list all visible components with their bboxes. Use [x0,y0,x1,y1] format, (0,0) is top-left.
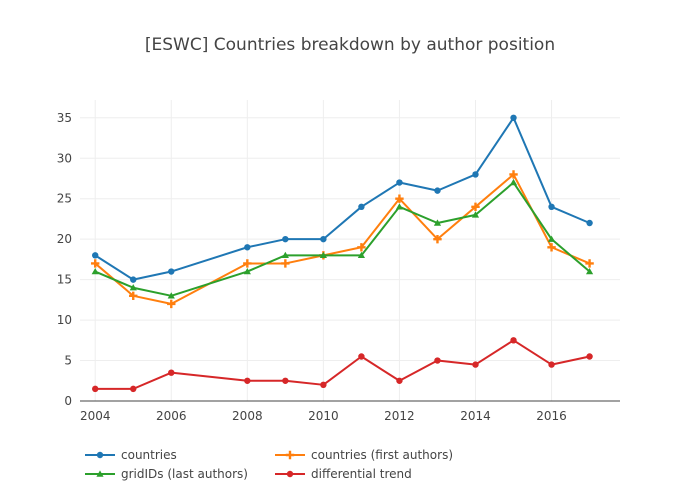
data-point [395,194,404,203]
data-point [129,284,137,291]
x-tick-label: 2010 [308,409,339,423]
data-point [282,235,289,243]
x-tick-label: 2006 [156,409,187,423]
y-tick-label: 15 [57,273,72,287]
series-line [95,339,590,390]
data-point [433,234,442,244]
legend-marker [96,451,104,459]
legend-label: countries (first authors) [311,448,453,462]
y-tick-label: 10 [57,313,72,327]
data-point [320,381,327,389]
data-point [509,178,518,186]
data-point [357,251,366,259]
series-gridids-last-authors- [91,178,594,299]
legend-marker [96,470,104,477]
data-point [434,187,441,194]
x-tick-label: 2004 [80,409,111,423]
legend-label: gridIDs (last authors) [121,467,248,481]
legend-item[interactable]: differential trend [275,467,412,481]
y-tick-label: 5 [64,354,72,368]
data-point [471,202,480,212]
y-tick-label: 20 [57,232,72,246]
y-tick-label: 25 [57,192,72,206]
data-point [547,243,556,252]
legend-item[interactable]: countries (first authors) [275,448,453,462]
data-point [92,252,99,259]
data-point [243,259,252,268]
series-differential-trend [92,337,593,393]
data-point [357,243,366,252]
data-point [320,235,327,243]
data-point [396,377,403,384]
data-point [472,361,479,368]
data-point [510,337,517,344]
chart-title: [ESWC] Countries breakdown by author pos… [145,35,555,55]
legend-item[interactable]: gridIDs (last authors) [85,467,248,481]
data-point [585,267,594,275]
data-point [91,267,99,275]
data-point [471,211,480,218]
x-tick-label: 2016 [536,409,567,423]
data-point [281,251,289,259]
legend-marker [285,450,295,460]
data-point [130,385,137,393]
data-point [244,244,251,251]
data-point [168,268,175,275]
data-point [586,353,593,360]
data-point [244,377,251,384]
data-point [548,361,555,368]
data-point [130,276,137,283]
data-point [282,377,289,384]
data-point [168,369,175,376]
data-point [358,353,365,360]
data-point [167,292,175,299]
axes: 0 5 10 15 20 25 30 35 2004 2006 2008 2010 2012 2014 20… [57,111,620,423]
y-tick-label: 0 [64,394,72,408]
legend-item[interactable]: countries [85,448,177,462]
data-point [243,267,251,275]
data-point [281,259,290,268]
data-point [586,219,593,227]
data-point [167,299,176,309]
data-point [585,259,594,268]
data-point [91,259,100,268]
x-tick-label: 2008 [232,409,263,423]
data-point [509,170,518,179]
data-point [358,203,365,211]
series [91,114,594,393]
data-point [434,357,441,364]
legend-label: differential trend [311,467,412,481]
series-countries [92,114,593,283]
series-countries-first-authors- [91,170,594,309]
data-point [547,235,556,242]
legend-label: countries [121,448,177,462]
x-tick-label: 2012 [384,409,415,423]
y-tick-label: 35 [57,111,72,125]
data-point [510,114,517,122]
legend[interactable]: countries countries (first authors) gridID… [85,448,453,481]
data-point [319,251,327,259]
data-point [92,385,99,393]
data-point [472,171,479,178]
legend-marker [286,470,294,478]
data-point [396,179,403,186]
data-point [433,219,442,226]
data-point [548,203,555,211]
data-point [395,203,404,210]
y-tick-label: 30 [57,151,72,165]
x-tick-label: 2014 [460,409,491,423]
data-point [129,291,138,301]
